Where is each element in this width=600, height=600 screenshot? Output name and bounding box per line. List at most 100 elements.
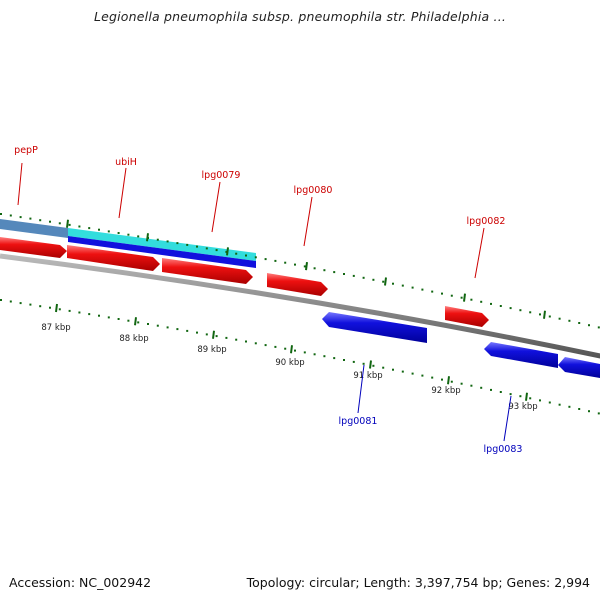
minor-tick [78, 225, 81, 228]
minor-tick [362, 276, 365, 279]
minor-tick [29, 217, 32, 220]
minor-tick [215, 249, 218, 252]
minor-tick [392, 282, 394, 285]
minor-tick [284, 261, 287, 264]
major-tick [463, 293, 466, 302]
gene-arrow-partial-right[interactable] [558, 357, 600, 378]
major-tick [226, 247, 229, 256]
gene-leader-line [474, 227, 485, 279]
gene-arrow-lpg0082[interactable] [445, 306, 489, 327]
scale-label: 93 kbp [508, 402, 537, 412]
minor-tick [392, 368, 394, 371]
minor-tick [411, 372, 414, 375]
gene-arrow-lpg0083[interactable] [484, 342, 558, 368]
minor-tick [548, 315, 551, 318]
gene-label-lpg0083[interactable]: lpg0083 [484, 444, 523, 455]
minor-tick [49, 220, 51, 223]
gene-leader-line [118, 167, 127, 219]
minor-tick [166, 326, 169, 329]
minor-tick [352, 274, 355, 277]
minor-tick [362, 362, 365, 365]
major-tick [525, 392, 528, 401]
gene-arrow-lpg0079[interactable] [162, 258, 253, 284]
accession-text: Accession: NC_002942 [9, 575, 152, 590]
gene-arrow-lpg0081[interactable] [322, 312, 427, 343]
gene-arrow-lpg0080[interactable] [267, 273, 328, 296]
minor-tick [186, 243, 189, 246]
major-tick [55, 303, 58, 313]
minor-tick [0, 299, 2, 301]
gene-arrow-pepP[interactable] [0, 237, 67, 258]
gene-label-pepP[interactable]: pepP [14, 145, 38, 156]
minor-tick [568, 405, 571, 408]
minor-tick [441, 378, 443, 381]
minor-tick [176, 242, 179, 245]
minor-tick [58, 308, 61, 311]
minor-tick [411, 286, 414, 289]
minor-tick [294, 349, 296, 352]
scale-label: 92 kbp [431, 386, 460, 396]
minor-tick [264, 344, 267, 347]
minor-tick [421, 288, 424, 291]
minor-tick [450, 294, 453, 297]
minor-tick [490, 388, 492, 391]
minor-tick [156, 238, 159, 241]
minor-tick [29, 303, 32, 306]
gene-arrow-ubiH[interactable] [67, 245, 160, 271]
minor-tick [88, 313, 91, 316]
minor-tick [509, 393, 512, 396]
minor-tick [215, 335, 218, 338]
minor-tick [558, 403, 561, 406]
minor-tick [0, 213, 2, 215]
scale-label: 89 kbp [197, 345, 226, 355]
minor-tick [137, 235, 140, 238]
gene-label-lpg0081[interactable]: lpg0081 [339, 416, 378, 427]
minor-tick [558, 317, 561, 320]
minor-tick [225, 336, 228, 339]
minor-tick [264, 258, 267, 261]
major-tick [305, 261, 308, 271]
minor-tick [499, 391, 502, 393]
minor-tick [19, 216, 22, 219]
minor-tick [98, 228, 100, 231]
minor-tick [9, 300, 12, 303]
minor-tick [382, 366, 385, 369]
minor-tick [401, 370, 404, 373]
minor-tick [313, 267, 316, 270]
minor-tick [254, 342, 257, 345]
major-tick [212, 330, 215, 339]
minor-tick [343, 273, 345, 275]
minor-tick [313, 353, 316, 356]
sequence-backbone [0, 253, 600, 359]
gene-label-lpg0080[interactable]: lpg0080 [294, 185, 333, 196]
gene-label-lpg0082[interactable]: lpg0082 [467, 216, 506, 227]
scale-labels: 87 kbp 88 kbp 89 kbp 90 kbp 91 kbp 92 kbp 93 k… [41, 323, 537, 412]
minor-tick [166, 240, 169, 243]
minor-tick [588, 410, 590, 413]
minor-tick [9, 214, 12, 217]
minor-tick [588, 324, 590, 327]
highlight-band-steel [0, 219, 68, 238]
gene-labels: pepP ubiH lpg0079 lpg0080 lpg0082 lpg0081 lpg0… [14, 145, 522, 455]
minor-tick [499, 305, 502, 307]
minor-tick [470, 384, 473, 387]
minor-tick [578, 322, 581, 324]
minor-tick [117, 318, 120, 320]
minor-tick [205, 247, 208, 250]
minor-tick [421, 374, 424, 377]
gene-label-ubiH[interactable]: ubiH [115, 157, 137, 168]
gene-label-lpg0079[interactable]: lpg0079 [202, 170, 241, 181]
minor-tick [39, 305, 42, 308]
scale-label: 90 kbp [275, 358, 304, 368]
minor-tick [186, 329, 189, 332]
minor-tick [274, 259, 277, 262]
minor-tick [196, 331, 198, 334]
minor-tick [529, 397, 532, 400]
minor-tick [235, 338, 238, 341]
minor-tick [303, 265, 306, 268]
minor-tick [68, 223, 71, 226]
map-title: Legionella pneumophila subsp. pneumophil… [93, 9, 507, 24]
minor-tick [225, 250, 228, 253]
tick-row-lower [0, 299, 600, 415]
